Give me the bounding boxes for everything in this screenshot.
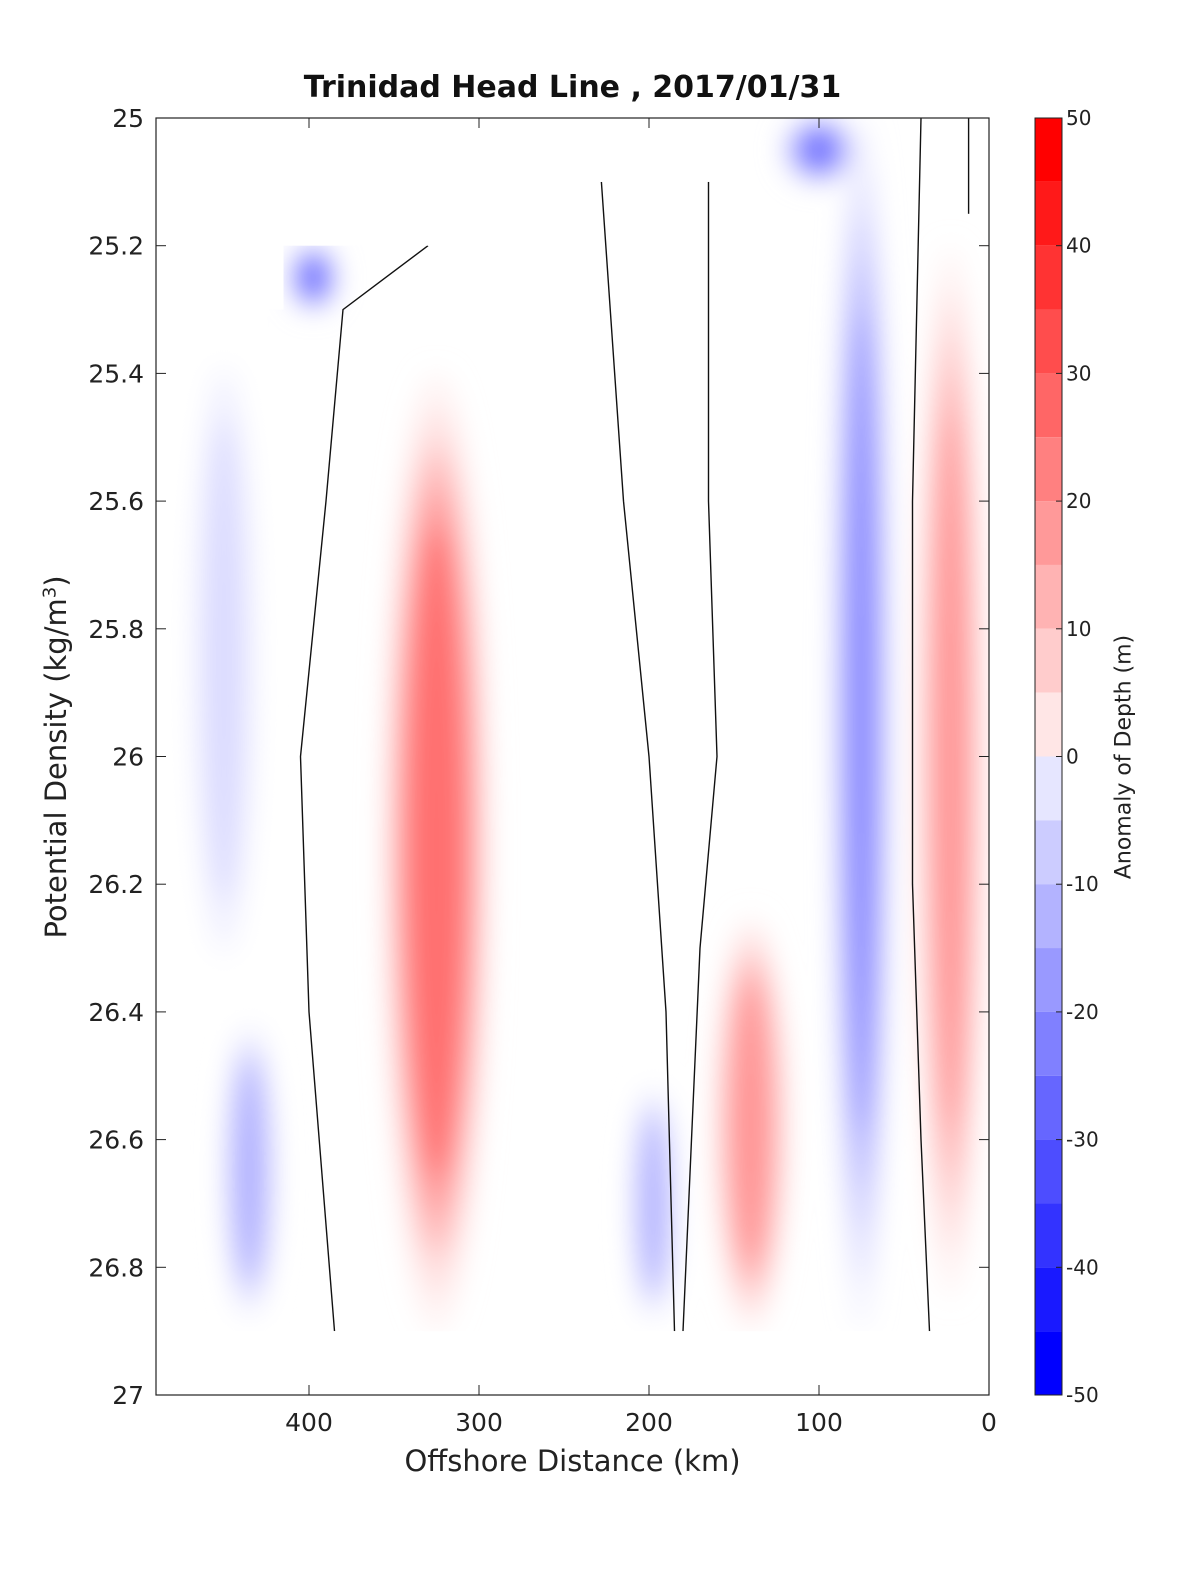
colorbar-band [1035,1139,1062,1204]
colorbar-tick-label: 20 [1066,489,1091,513]
colorbar-band [1035,628,1062,693]
field-blobs [189,118,982,1332]
colorbar-band [1035,373,1062,438]
anomaly-feature-2 [932,414,970,1131]
colorbar-band [1035,1267,1062,1332]
colorbar: 50 40 30 20 10 0 -10 -20 -30 -40 -50 [1034,106,1099,1407]
anomaly-field [189,118,982,1332]
colorbar-tick-label: 30 [1066,361,1091,385]
mask-upper-left [156,118,284,310]
anomaly-feature-7 [639,1116,667,1291]
anomaly-feature-4 [798,128,840,172]
colorbar-band [1035,1011,1062,1076]
x-axis-label: Offshore Distance (km) [404,1444,741,1478]
zero-contour-0 [299,245,429,1332]
colorbar-band [1035,181,1062,246]
y-tick-label: 26.8 [88,1253,144,1282]
colorbar-tick-label: -40 [1066,1255,1099,1279]
colorbar-band [1035,1331,1062,1395]
x-tick-label: 200 [625,1408,673,1437]
colorbar-band [1035,820,1062,885]
colorbar-tick-label: 10 [1066,617,1091,641]
y-tick-label: 25 [112,104,144,133]
zero-contour-3 [911,118,931,1332]
y-tick-label: 25.4 [88,359,144,388]
x-tick-label: 0 [981,1408,997,1437]
anomaly-feature-0 [405,526,468,1178]
anomaly-feature-6 [233,1062,266,1281]
mask-upper-right [598,118,717,182]
mask-upper-middle [283,118,598,246]
x-tick-label: 300 [455,1408,503,1437]
y-tick-label: 25.8 [88,615,144,644]
y-tick-label: 27 [112,1381,144,1410]
y-tick-label: 26.6 [88,1126,144,1155]
y-tick-label: 26 [112,743,144,772]
colorbar-tick-label: -30 [1066,1128,1099,1152]
x-tick-label: 100 [795,1408,843,1437]
colorbar-tick-label: 40 [1066,234,1091,258]
colorbar-tick-label: -10 [1066,872,1099,896]
colorbar-band [1035,309,1062,374]
colorbar-band [1035,756,1062,821]
anomaly-feature-5 [299,255,327,300]
zero-contour-2 [682,181,718,1332]
colorbar-band [1035,118,1062,182]
anomaly-feature-8 [203,421,245,900]
y-tick-label: 25.6 [88,487,144,516]
no-data-mask [156,118,989,1395]
zero-contour-1 [600,181,676,1332]
colorbar-tick-label: -50 [1066,1383,1099,1407]
colorbar-band [1035,948,1062,1012]
colorbar-tick-label: 0 [1066,745,1079,769]
colorbar-tick-label: -20 [1066,1000,1099,1024]
y-tick-label: 26.4 [88,998,144,1027]
mask-bottom [156,1331,989,1395]
zero-contours [299,118,970,1332]
anomaly-feature-1 [730,982,772,1265]
colorbar-band [1035,245,1062,310]
colorbar-band [1035,437,1062,502]
colorbar-band [1035,1075,1062,1140]
colorbar-band [1035,564,1062,629]
colorbar-tick-label: 50 [1066,106,1091,130]
x-tick-label: 400 [285,1408,333,1437]
colorbar-band [1035,692,1062,757]
y-tick-label: 26.2 [88,870,144,899]
colorbar-band [1035,501,1062,565]
chart-title: Trinidad Head Line , 2017/01/31 [303,70,842,105]
colorbar-band [1035,1203,1062,1268]
colorbar-band [1035,884,1062,949]
y-tick-label: 25.2 [88,232,144,261]
axis-ticks: 400 300 200 100 0 25 25.2 25.4 25.6 25.8 26 26.2 26.… [88,104,997,1437]
anomaly-feature-3 [845,312,878,1138]
